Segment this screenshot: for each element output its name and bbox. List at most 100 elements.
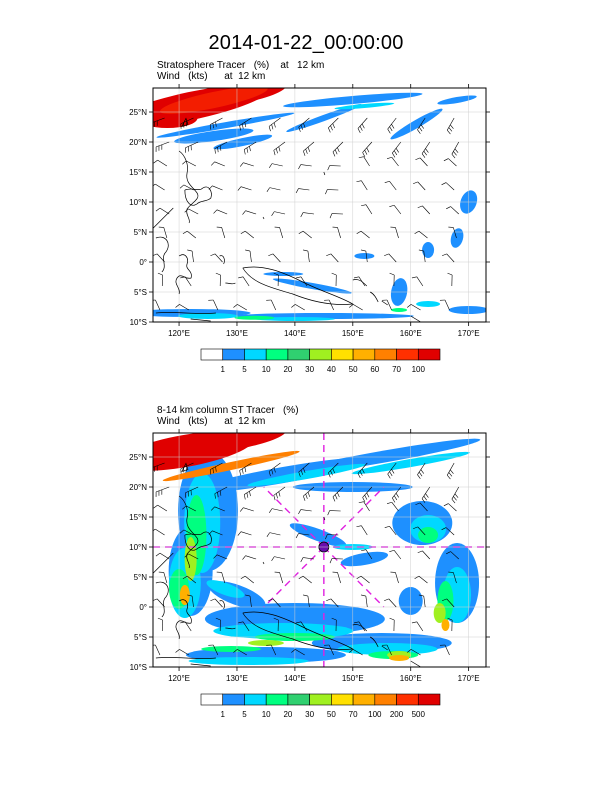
colorbar-swatch [331,348,354,361]
lon-label: 150°E [342,329,364,338]
wind-barb [155,141,170,152]
wind-barb [441,253,455,263]
tracer-shade [337,643,438,655]
wind-barb [233,304,247,311]
coastline [225,282,236,285]
wind-barb [208,299,219,311]
wind-barb [245,594,252,608]
lat-label: 20°N [129,483,147,492]
lon-label: 160°E [400,674,422,683]
lat-label: 10°N [129,198,147,207]
coastline [184,531,212,551]
lat-label: 15°N [129,513,147,522]
wind-barb [448,571,457,584]
wind-barb [300,557,315,563]
colorbar-label: 500 [412,710,426,719]
colorbar-swatch [396,348,419,361]
wind-barb [268,508,283,513]
wind-barb [302,249,310,263]
wind-barb [358,156,370,167]
tracer-shade [389,655,410,661]
wind-barb [273,141,286,156]
wind-barb [239,507,254,512]
wind-barb [413,526,426,536]
colorbar-label: 1 [221,710,226,719]
tracer-shade [159,88,268,114]
coastline [219,600,225,610]
colorbar-swatch [352,348,376,361]
wind-barb [216,571,226,584]
wind-barb [210,598,223,608]
wind-barb [303,486,315,501]
wind-barb [274,571,284,584]
coastline [323,516,326,521]
lat-label: 0° [139,603,147,612]
tracer-shade [334,102,395,110]
wind-barb [187,594,194,608]
colorbar-label: 70 [349,710,358,719]
wind-barb [300,212,315,218]
wind-barb [384,598,397,608]
wind-barb [266,299,277,311]
colorbar: 1 5 10 20 30 50 70 100 200 500 [200,693,441,719]
wind-barb [384,253,397,263]
wind-barb [382,299,392,311]
colorbar-label: 30 [305,365,314,374]
wind-barb [325,189,339,195]
map-frame [152,432,487,668]
coastline [155,581,169,618]
coastline [242,611,354,650]
coastline [370,636,379,648]
wind-barb [216,226,226,239]
tracer-shade [201,646,262,652]
colorbar-swatch [374,693,397,706]
coastline [175,599,192,640]
wind-barb [239,162,254,167]
wind-barb [271,211,286,216]
panel-title-line1: 8-14 km column ST Tracer (%) [157,405,299,416]
coastline [175,254,192,295]
wind-barb [439,644,450,656]
wind-barb [266,532,281,537]
wind-barb [233,649,247,656]
wind-barb [273,272,279,287]
tracer-shade [450,228,464,248]
colorbar-label: 50 [349,365,358,374]
tracer-shade [247,640,284,646]
wind-barb [411,621,424,632]
colorbar-swatch [200,348,224,361]
wind-barb [182,575,197,584]
wind-barb [242,210,257,215]
wind-barb [446,117,455,135]
wind-barb [443,158,457,167]
wind-barb [386,501,399,512]
lon-label: 140°E [284,674,306,683]
wind-barb [153,504,168,512]
wind-barb [361,549,373,560]
wind-barb [349,649,363,656]
wind-barb [441,182,455,191]
tracer-shade [390,108,443,140]
map-field [153,433,486,667]
map-frame [152,87,487,323]
wind-barb [329,213,343,219]
lat-label: 5°N [134,228,148,237]
wind-barb [210,253,223,263]
tracer-shade [437,95,477,105]
wind-barb [240,575,254,584]
lat-label: 25°N [129,453,147,462]
wind-barb [326,598,339,608]
coastline [155,657,216,659]
colorbar-swatch [244,693,267,706]
colorbar-swatch [352,693,376,706]
tracer-shade [433,603,446,623]
wind-barb [361,204,373,215]
wind-barb [390,226,399,239]
wind-barb [242,555,257,560]
tracer-shade [418,527,439,543]
wind-barb [179,184,194,191]
wind-barb [239,117,252,131]
tracer-shade [354,253,375,259]
colorbar-swatch [396,693,419,706]
wind-barb [153,644,161,656]
